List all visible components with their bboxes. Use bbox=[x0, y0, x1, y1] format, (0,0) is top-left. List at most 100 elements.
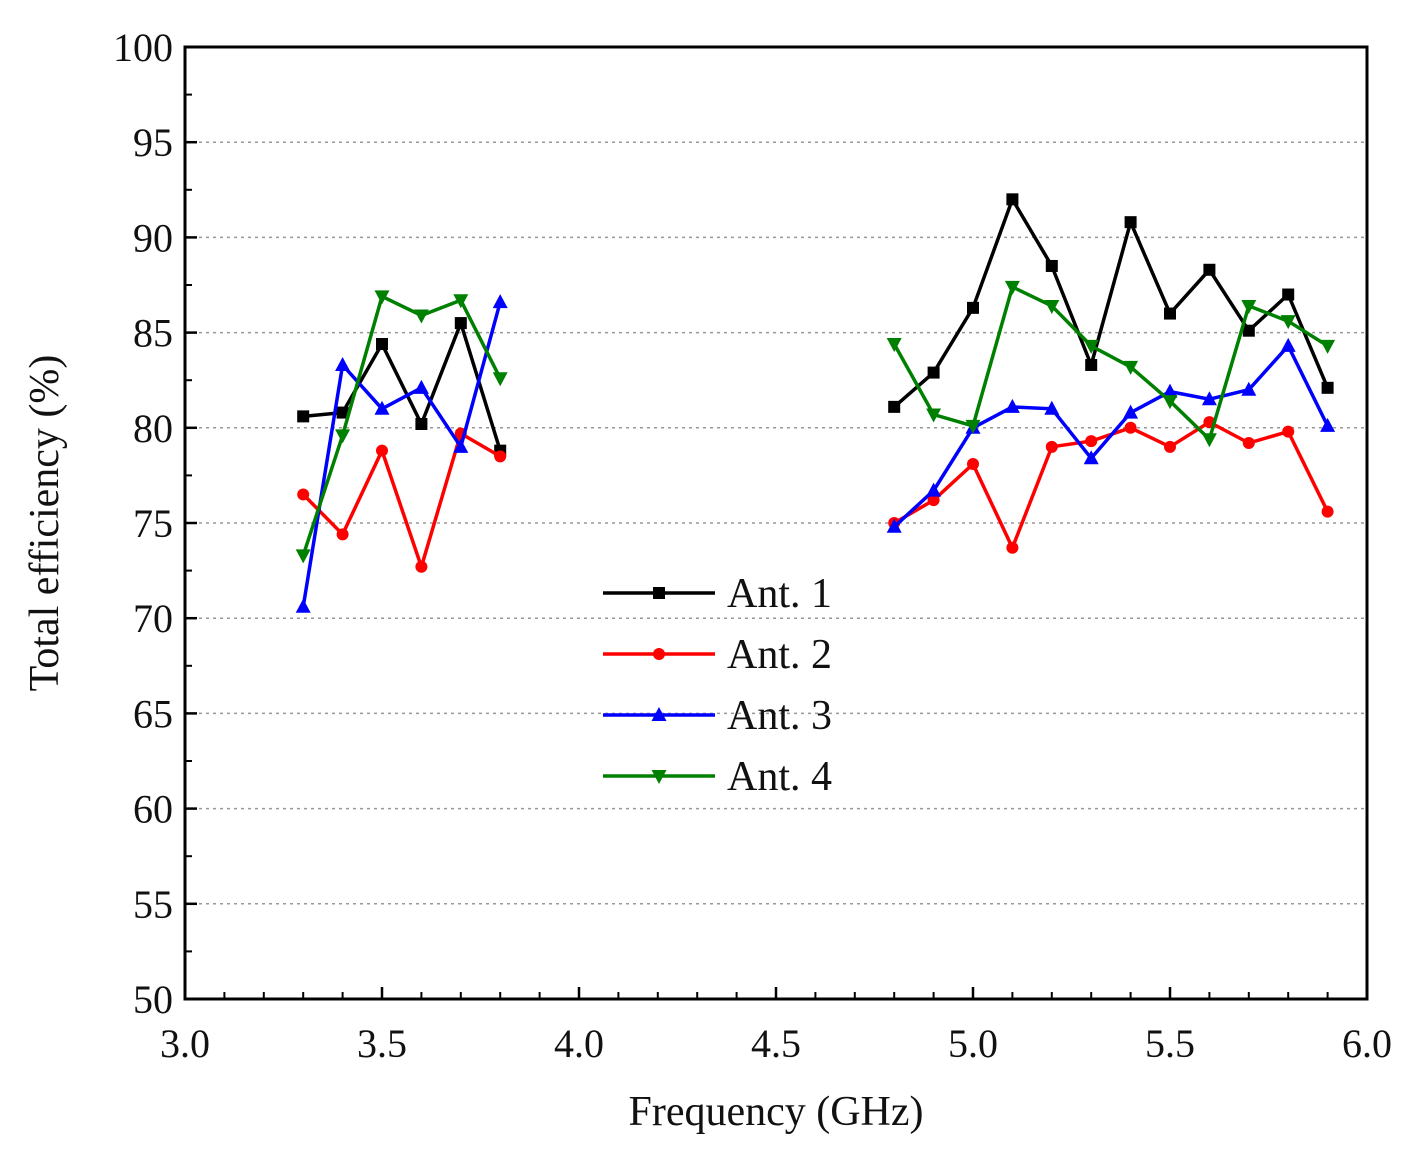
data-point-triangle-down bbox=[295, 549, 311, 564]
data-point-triangle bbox=[453, 438, 469, 453]
y-tick-label: 60 bbox=[133, 787, 173, 832]
data-point-triangle bbox=[926, 482, 942, 497]
data-point-square bbox=[336, 406, 349, 419]
data-point-triangle-down bbox=[1083, 339, 1099, 354]
data-point-square bbox=[1085, 358, 1098, 371]
data-point-triangle bbox=[1044, 400, 1060, 415]
x-tick-label: 4.0 bbox=[554, 1021, 604, 1066]
data-point-triangle bbox=[413, 379, 429, 394]
gridlines bbox=[185, 141, 1367, 905]
data-point-triangle bbox=[1004, 398, 1020, 413]
data-point-square bbox=[967, 301, 979, 314]
y-tick-label: 70 bbox=[133, 596, 173, 641]
x-axis-title: Frequency (GHz) bbox=[628, 1089, 923, 1135]
data-point-square bbox=[1006, 193, 1019, 206]
y-tick-label: 95 bbox=[133, 120, 173, 165]
data-point-triangle-down bbox=[886, 338, 902, 353]
data-point-triangle-down bbox=[965, 419, 981, 434]
data-point-square bbox=[1282, 288, 1295, 301]
legend-label: Ant. 3 bbox=[727, 693, 832, 739]
data-point-square bbox=[1242, 324, 1255, 337]
series-line bbox=[893, 195, 1330, 409]
legend: Ant. 1 Ant. 2 Ant. 3 Ant. 4 bbox=[603, 571, 832, 800]
y-tick-label: 90 bbox=[133, 215, 173, 260]
x-tick-label: 5.0 bbox=[948, 1021, 998, 1066]
data-point-triangle bbox=[492, 294, 508, 309]
series-ant-3 bbox=[295, 294, 1336, 613]
data-point-triangle bbox=[1083, 450, 1099, 465]
data-point-circle bbox=[1242, 437, 1255, 450]
series-ant-4 bbox=[295, 280, 1336, 564]
data-point-circle bbox=[415, 560, 428, 573]
data-point-circle bbox=[1164, 440, 1176, 453]
data-point-square bbox=[1124, 216, 1137, 229]
data-point-triangle bbox=[1280, 337, 1296, 352]
data-point-triangle-down bbox=[1201, 433, 1217, 448]
data-point-triangle bbox=[1123, 404, 1139, 419]
data-point-circle bbox=[653, 648, 665, 660]
data-point-triangle-down bbox=[1004, 280, 1020, 295]
data-point-triangle-down bbox=[1320, 339, 1336, 354]
legend-item-ant-2: Ant. 2 bbox=[603, 632, 832, 678]
data-point-circle bbox=[1085, 435, 1098, 448]
data-point-triangle-down bbox=[453, 294, 469, 309]
data-point-circle bbox=[336, 528, 349, 541]
data-point-square bbox=[1321, 381, 1334, 394]
data-point-square bbox=[297, 410, 310, 423]
x-tick-label: 6.0 bbox=[1342, 1021, 1392, 1066]
data-point-triangle bbox=[651, 707, 667, 721]
data-point-triangle-down bbox=[1123, 360, 1139, 375]
data-point-triangle-down bbox=[1044, 299, 1060, 314]
data-point-square bbox=[415, 417, 428, 430]
data-point-circle bbox=[376, 444, 388, 457]
data-point-square bbox=[454, 317, 467, 330]
data-point-square bbox=[927, 366, 940, 379]
data-point-circle bbox=[1006, 541, 1019, 554]
y-tick-label: 50 bbox=[133, 977, 173, 1022]
data-point-triangle bbox=[886, 518, 902, 533]
data-point-triangle-down bbox=[651, 770, 667, 784]
data-point-square bbox=[1164, 307, 1176, 320]
data-point-triangle-down bbox=[1162, 395, 1178, 410]
legend-label: Ant. 4 bbox=[727, 754, 832, 800]
series-line bbox=[892, 284, 1329, 443]
axis-ticks: 50 55 60 65 70 75 80 85 90 95 100 3.0 3.5 4.0 4.5 5.0 5.… bbox=[113, 25, 1392, 1066]
data-point-triangle-down bbox=[926, 408, 942, 423]
legend-label: Ant. 1 bbox=[727, 571, 832, 617]
x-tick-label: 4.5 bbox=[751, 1021, 801, 1066]
data-point-triangle-down bbox=[1280, 315, 1296, 330]
y-tick-label: 55 bbox=[133, 882, 173, 927]
legend-item-ant-1: Ant. 1 bbox=[603, 571, 832, 617]
data-point-circle bbox=[1321, 505, 1334, 518]
x-tick-label: 3.0 bbox=[160, 1021, 210, 1066]
series-group bbox=[295, 193, 1336, 613]
series-line bbox=[301, 293, 502, 556]
data-point-triangle bbox=[295, 598, 311, 613]
legend-label: Ant. 2 bbox=[727, 632, 832, 678]
data-point-square bbox=[1203, 263, 1216, 276]
data-point-triangle-down bbox=[1241, 299, 1257, 314]
data-point-circle bbox=[927, 494, 940, 507]
data-point-triangle bbox=[374, 400, 390, 415]
data-point-circle bbox=[967, 457, 979, 470]
data-point-triangle bbox=[1241, 381, 1257, 396]
data-point-circle bbox=[1045, 440, 1058, 453]
data-point-triangle bbox=[1201, 391, 1217, 406]
data-point-triangle-down bbox=[374, 290, 390, 305]
y-axis-title: Total efficiency (%) bbox=[22, 355, 68, 692]
legend-item-ant-3: Ant. 3 bbox=[603, 693, 832, 739]
data-point-square bbox=[653, 587, 665, 599]
series-line bbox=[301, 301, 502, 608]
data-point-triangle bbox=[1162, 383, 1178, 398]
y-tick-label: 100 bbox=[113, 25, 173, 70]
legend-item-ant-4: Ant. 4 bbox=[603, 754, 832, 800]
data-point-triangle-down bbox=[335, 429, 351, 444]
data-point-triangle bbox=[335, 356, 351, 371]
series-line bbox=[893, 342, 1330, 529]
y-tick-label: 80 bbox=[133, 406, 173, 451]
y-tick-label: 85 bbox=[133, 311, 173, 356]
x-tick-label: 5.5 bbox=[1145, 1021, 1195, 1066]
